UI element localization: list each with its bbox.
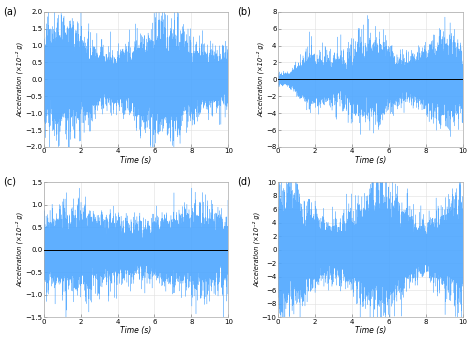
X-axis label: Time (s): Time (s) [120,156,152,165]
Y-axis label: Acceleration (×10⁻² g): Acceleration (×10⁻² g) [257,42,265,117]
X-axis label: Time (s): Time (s) [120,326,152,335]
X-axis label: Time (s): Time (s) [355,326,386,335]
Text: (d): (d) [237,176,251,187]
Y-axis label: Acceleration (×10⁻² g): Acceleration (×10⁻² g) [16,212,24,287]
Text: (c): (c) [3,176,16,187]
Y-axis label: Acceleration (×10⁻² g): Acceleration (×10⁻² g) [16,42,24,117]
X-axis label: Time (s): Time (s) [355,156,386,165]
Text: (b): (b) [237,6,251,16]
Text: (a): (a) [3,6,17,16]
Y-axis label: Acceleration (×10⁻² g): Acceleration (×10⁻² g) [253,212,260,287]
